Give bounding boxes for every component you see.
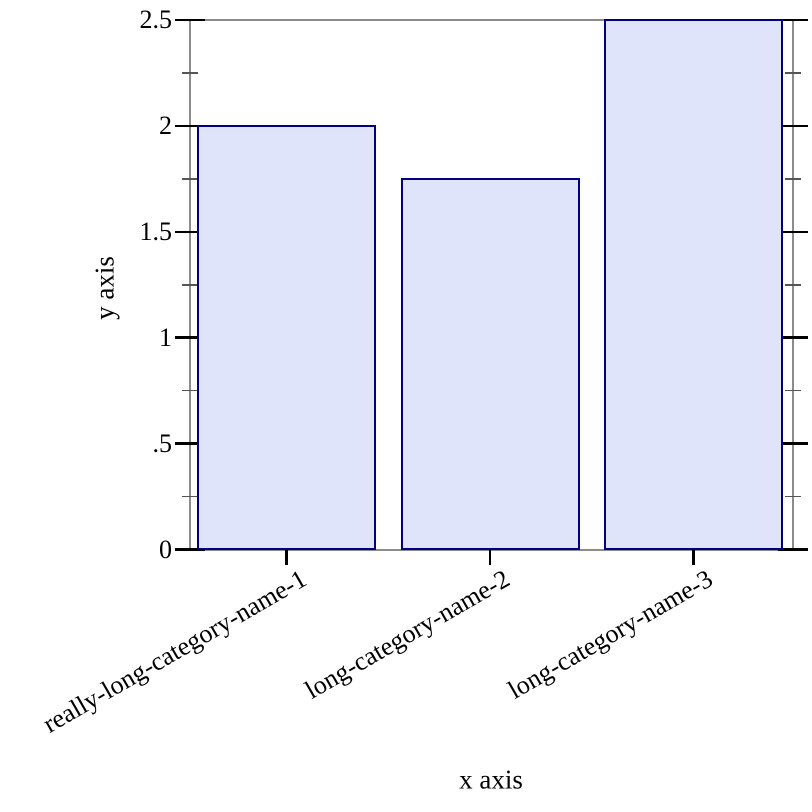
y-minor-tick-left: [182, 72, 198, 74]
y-tick-label: 2: [159, 110, 172, 140]
y-minor-tick-right: [784, 495, 801, 498]
y-major-tick-left: [175, 548, 205, 551]
y-minor-tick-right: [784, 72, 801, 74]
y-minor-tick-left: [182, 178, 198, 180]
y-minor-tick-right: [784, 389, 801, 392]
y-minor-tick-left: [182, 495, 198, 498]
y-minor-tick-right: [784, 283, 801, 286]
y-major-tick-right: [777, 336, 808, 339]
top-frame-line: [189, 19, 794, 21]
y-tick-label: 1.5: [139, 216, 173, 246]
y-major-tick-right: [777, 442, 808, 445]
y-major-tick-left: [175, 442, 205, 445]
y-major-tick-right: [777, 18, 808, 22]
y-major-tick-left: [175, 230, 205, 234]
bar-long-category-name-2: [400, 177, 580, 550]
y-minor-tick-left: [182, 283, 198, 286]
x-category-label: long-category-name-2: [299, 564, 515, 705]
bar-really-long-category-name-1: [197, 124, 376, 550]
y-minor-tick-right: [784, 178, 801, 180]
y-major-tick-right: [777, 124, 808, 128]
y-major-tick-left: [175, 18, 205, 22]
y-tick-label: .5: [152, 428, 173, 458]
y-tick-label: 0: [159, 534, 172, 564]
y-axis-title: y axis: [89, 256, 120, 320]
y-major-tick-left: [175, 124, 205, 128]
x-category-label: really-long-category-name-1: [37, 564, 312, 739]
y-tick-label: 1: [159, 322, 172, 352]
x-category-label: long-category-name-3: [503, 564, 718, 705]
x-axis-title: x axis: [459, 764, 523, 795]
y-minor-tick-left: [182, 389, 198, 392]
y-major-tick-right: [777, 548, 808, 551]
y-tick-label: 2.5: [139, 5, 173, 34]
bar-long-category-name-3: [604, 19, 783, 550]
y-major-tick-right: [777, 230, 808, 234]
y-major-tick-left: [175, 336, 205, 339]
